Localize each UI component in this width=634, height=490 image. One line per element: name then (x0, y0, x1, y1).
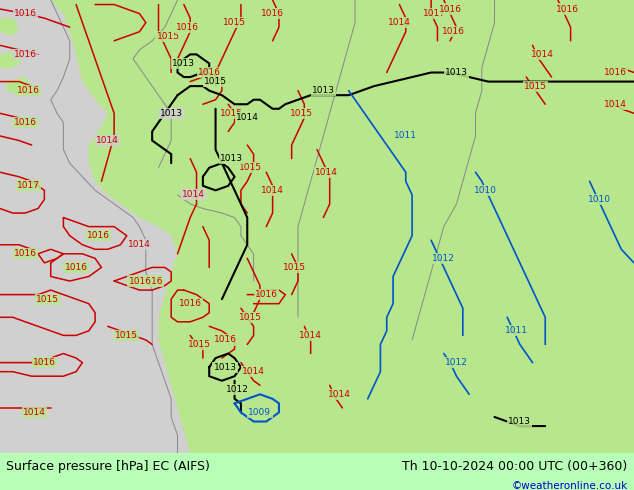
Text: 1015: 1015 (188, 340, 211, 349)
Text: 1016: 1016 (14, 249, 37, 258)
Polygon shape (0, 18, 19, 36)
Text: 1014: 1014 (128, 240, 151, 249)
Text: 1016: 1016 (176, 23, 198, 32)
Text: 1016: 1016 (439, 4, 462, 14)
Text: 1015: 1015 (290, 109, 313, 118)
Text: 1017: 1017 (17, 181, 40, 190)
Text: 1015: 1015 (223, 18, 246, 27)
Text: 1016: 1016 (14, 50, 37, 59)
Text: 1012: 1012 (432, 254, 455, 263)
Text: 1015: 1015 (36, 294, 59, 304)
Text: 1014: 1014 (242, 367, 265, 376)
Text: 1015: 1015 (157, 32, 179, 41)
Text: 1016: 1016 (65, 263, 87, 272)
Text: 1014: 1014 (236, 113, 259, 122)
Text: 1015: 1015 (239, 313, 262, 322)
Text: ©weatheronline.co.uk: ©weatheronline.co.uk (512, 481, 628, 490)
Text: 1009: 1009 (249, 408, 271, 417)
Text: 1016: 1016 (556, 4, 579, 14)
Text: 1010: 1010 (474, 186, 496, 195)
Text: 1014: 1014 (315, 168, 338, 177)
Text: 1015: 1015 (115, 331, 138, 340)
Text: 1015: 1015 (524, 82, 547, 91)
Text: 1011: 1011 (394, 131, 417, 141)
Polygon shape (133, 122, 171, 141)
Text: Surface pressure [hPa] EC (AIFS): Surface pressure [hPa] EC (AIFS) (6, 460, 210, 473)
Text: 1012: 1012 (445, 358, 468, 367)
Text: 101616: 101616 (129, 276, 163, 286)
Text: 1016: 1016 (214, 336, 236, 344)
Text: 1013: 1013 (220, 154, 243, 163)
Text: 1014: 1014 (388, 18, 411, 27)
Polygon shape (0, 0, 190, 453)
Polygon shape (0, 50, 25, 68)
Text: 1014: 1014 (182, 191, 205, 199)
Text: 1011: 1011 (505, 326, 528, 335)
Text: 1016: 1016 (87, 231, 110, 240)
Polygon shape (0, 0, 51, 68)
Text: 1016: 1016 (33, 358, 56, 367)
Text: 1014: 1014 (261, 186, 284, 195)
Text: 1015: 1015 (220, 109, 243, 118)
Text: 1013: 1013 (214, 363, 236, 371)
Text: 1016: 1016 (14, 118, 37, 127)
Text: 1014: 1014 (299, 331, 322, 340)
Text: Th 10-10-2024 00:00 UTC (00+360): Th 10-10-2024 00:00 UTC (00+360) (403, 460, 628, 473)
Text: 1015: 1015 (239, 163, 262, 172)
Text: 1013: 1013 (445, 68, 468, 77)
Text: 1014: 1014 (23, 408, 46, 417)
Text: 1016: 1016 (255, 290, 278, 299)
Text: 1013: 1013 (508, 417, 531, 426)
Text: 1015: 1015 (204, 77, 227, 86)
Text: 1013: 1013 (312, 86, 335, 95)
Text: 1016: 1016 (14, 9, 37, 18)
Text: 1016: 1016 (604, 68, 626, 77)
Text: 1017: 1017 (423, 9, 446, 18)
Text: 1016: 1016 (17, 86, 40, 95)
Text: 1013: 1013 (160, 109, 183, 118)
Text: 1014: 1014 (531, 50, 553, 59)
Text: 1010: 1010 (588, 195, 611, 204)
Polygon shape (6, 77, 32, 95)
Text: 1015: 1015 (283, 263, 306, 272)
Text: 1016: 1016 (442, 27, 465, 36)
Text: 1014: 1014 (604, 100, 626, 109)
Text: 1016: 1016 (261, 9, 284, 18)
Text: 1016: 1016 (198, 68, 221, 77)
Text: 1012: 1012 (226, 385, 249, 394)
Text: 1013: 1013 (172, 59, 195, 68)
Text: 1014: 1014 (96, 136, 119, 145)
Text: 1014: 1014 (328, 390, 351, 399)
Polygon shape (120, 73, 139, 82)
Text: 1016: 1016 (179, 299, 202, 308)
